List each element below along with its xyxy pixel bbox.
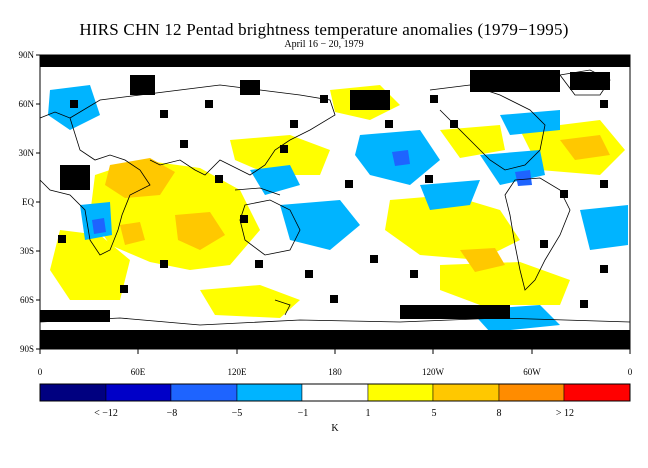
lat-label-30n: 30N [19,148,35,158]
warm-region-central-pacific [385,195,520,260]
coast-indonesia [234,187,281,196]
map-subtitle: April 16 − 20, 1979 [284,39,364,50]
coastlines [39,69,631,326]
cold-region-south-china-sea [250,165,300,195]
missing-data-sahara [60,165,90,190]
missing-data-bering [350,90,390,110]
colorbar-label-pos-8: 8 [497,408,502,419]
warmer-region-indian-ocean [175,212,225,250]
coast-new-zealand [274,299,291,316]
deep-cold-spot-caribbean [515,170,532,186]
lon-label-180: 180 [328,367,342,377]
colorbar-label-pos-5: 5 [432,408,437,419]
colorbar-label-8: −8 [167,408,178,419]
missing-data-arctic-america [470,70,560,92]
missing-data-siberia-east [240,80,260,95]
missing-data-south-band [40,330,630,349]
colorbar-swatch [432,383,500,402]
coast-africa-europe [39,111,151,256]
cold-region-south-west-pacific [280,200,360,250]
lat-label-60n: 60N [19,99,35,109]
deep-cold-spot-pacific [392,150,410,166]
colorbar-swatch [39,383,107,402]
lon-label-60e: 60E [131,367,146,377]
warmer-region-south-pacific [460,248,505,272]
warm-region-south-atlantic [50,230,130,300]
warmer-region-atlantic [560,135,610,160]
lon-label-120e: 120E [228,367,248,377]
anomaly-field [40,55,630,349]
deep-cold-spot-africa [92,218,106,234]
lat-label-30s: 30S [20,246,34,256]
warmer-region-arabia [105,158,175,198]
coast-eurasia [69,84,336,176]
cold-region-equatorial-pacific [420,180,480,210]
lon-label-60w: 60W [523,367,541,377]
warm-region-south-pacific [440,262,570,305]
missing-data-south-patch-east [400,305,510,319]
lat-label-eq: EQ [22,197,34,207]
colorbar-swatch [367,383,434,402]
missing-data-siberia-west [130,75,155,95]
colorbar-swatch [105,383,172,402]
map-panel [39,54,631,350]
cold-region-north-america [500,110,560,135]
coast-greenland [559,69,611,96]
lat-label-90n: 90N [19,50,35,60]
lat-label-60s: 60S [20,295,34,305]
missing-data-greenland [570,72,610,90]
colorbar-swatch [170,383,238,402]
coast-north-america [429,84,546,171]
coast-australia [239,199,301,256]
lon-label-0: 0 [38,367,43,377]
colorbar-swatch [301,383,369,402]
colorbar-swatches [39,383,631,402]
colorbar-label-gt-12: > 12 [556,408,574,419]
colorbar: < −12 −8 −5 −1 1 5 8 > 12 K [39,383,631,434]
colorbar-label-5: −5 [232,408,243,419]
warm-region-southern-ocean [200,285,300,318]
colorbar-label-lt-12: < −12 [94,408,118,419]
missing-data-north-band [40,55,630,67]
warm-region-east-pacific [440,125,505,158]
colorbar-unit: K [331,423,339,434]
coast-antarctica [39,317,631,326]
latitude-axis: 90N 60N 30N EQ 30S 60S 90S [19,50,40,354]
colorbar-label-neg-1: −1 [298,408,309,419]
lon-label-0-east: 0 [628,367,633,377]
colorbar-frame [39,383,631,402]
longitude-axis: 0 60E 120E 180 120W 60W 0 [38,349,633,377]
colorbar-label-1: 1 [366,408,371,419]
map-title: HIRS CHN 12 Pentad brightness temperatur… [79,20,569,39]
cold-region-south-atlantic-west [580,205,628,250]
coast-south-america [504,177,571,291]
missing-data-scatter [58,95,608,308]
lon-label-120w: 120W [422,367,445,377]
warm-region-west-pacific [230,135,330,175]
colorbar-swatch [498,383,565,402]
colorbar-swatch [563,383,631,402]
colorbar-swatch [236,383,303,402]
lat-label-90s: 90S [20,344,34,354]
warmer-region-madagascar [120,222,145,245]
